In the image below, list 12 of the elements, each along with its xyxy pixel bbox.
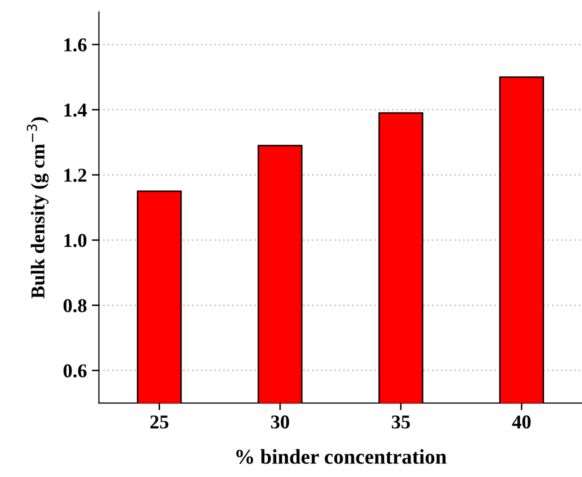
y-tick-label: 1.0	[64, 234, 86, 248]
x-tick-label: 25	[150, 415, 168, 429]
y-tick-label: 0.6	[64, 364, 87, 378]
y-tick-label: 1.6	[64, 38, 87, 52]
y-tick-label: 1.2	[64, 168, 86, 182]
y-axis-title: Bulk density (g cm$^{−3}$)	[26, 117, 49, 298]
x-axis-title: % binder concentration	[236, 449, 446, 464]
y-tick-label: 1.4	[64, 104, 87, 117]
x-tick-label: 30	[271, 415, 290, 429]
y-tick-label: 0.8	[64, 299, 86, 312]
x-tick-label: 40	[512, 415, 531, 429]
x-tick-label: 35	[392, 415, 410, 429]
